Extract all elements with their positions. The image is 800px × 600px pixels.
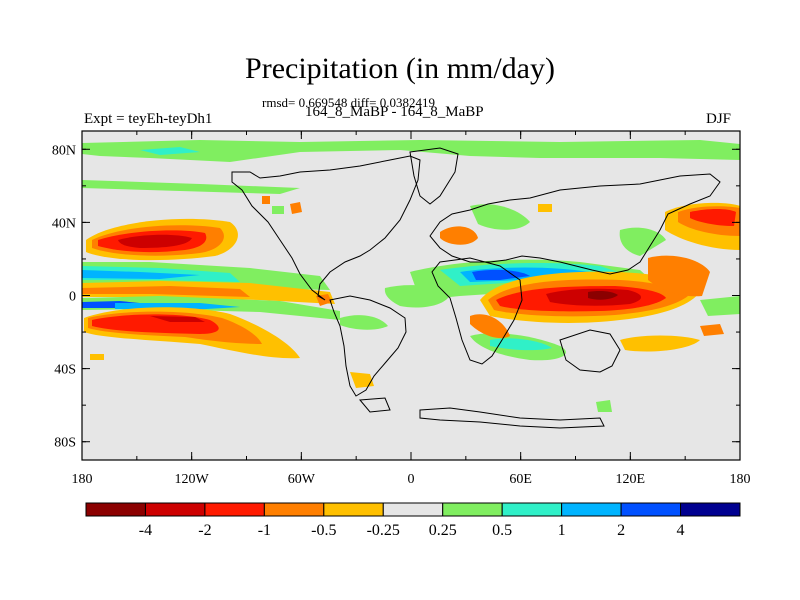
colorbar-swatch bbox=[263, 502, 325, 517]
lat-label: 40N bbox=[52, 216, 76, 231]
coast-africa bbox=[431, 257, 523, 365]
lon-label: 120W bbox=[175, 472, 210, 487]
dry-madagascar-outer bbox=[470, 314, 510, 339]
coast-north-america bbox=[231, 155, 421, 301]
colorbar-label: 0.5 bbox=[492, 522, 512, 539]
wet-band-arctic bbox=[82, 140, 740, 162]
map-axes: 80N 40N 0 40S 80S 180 120W 60W 0 60E 120E 180 bbox=[52, 131, 751, 487]
wet-south-atlantic bbox=[340, 315, 388, 330]
lon-label: 60E bbox=[509, 472, 532, 487]
anomaly-field bbox=[82, 140, 740, 412]
colorbar-label: -4 bbox=[139, 522, 152, 539]
dry-mediterranean-outer bbox=[440, 226, 478, 245]
dry-europe bbox=[538, 204, 552, 212]
lon-label: 0 bbox=[408, 472, 415, 487]
colorbar-swatch bbox=[620, 502, 682, 517]
lon-label: 120E bbox=[616, 472, 646, 487]
colorbar-label: 2 bbox=[617, 522, 625, 539]
colorbar-swatch bbox=[204, 502, 265, 517]
dry-australia-east bbox=[700, 324, 724, 336]
lat-label: 0 bbox=[69, 290, 76, 305]
experiment-label: Expt = teyEh-teyDh1 bbox=[84, 111, 213, 127]
coast-antarctic-peninsula bbox=[358, 397, 391, 413]
wet-southern-ocean bbox=[596, 400, 612, 412]
dry-south-indian bbox=[620, 335, 700, 352]
dry-south-pacific-core bbox=[150, 316, 205, 322]
wet-north-america bbox=[272, 206, 284, 214]
colorbar-swatch bbox=[442, 502, 503, 517]
lon-label: 180 bbox=[72, 472, 93, 487]
coast-greenland bbox=[409, 147, 459, 205]
coastlines bbox=[231, 147, 721, 429]
wet-band-arctic-light bbox=[140, 147, 200, 155]
coast-australia bbox=[559, 329, 621, 373]
colorbar-swatch bbox=[85, 502, 146, 517]
equatorial-pacific-dry-inner bbox=[82, 286, 250, 297]
colorbar: -4 -2 -1 -0.5 -0.25 0.25 0.5 1 2 4 bbox=[85, 502, 741, 539]
dry-northwest-pacific-core bbox=[690, 209, 736, 226]
lon-label: 60W bbox=[288, 472, 316, 487]
dry-southern-small bbox=[90, 354, 104, 360]
dry-south-america bbox=[350, 372, 374, 388]
wet-south-pacific-east bbox=[700, 296, 740, 316]
colorbar-swatch bbox=[323, 502, 384, 517]
colorbar-label: 4 bbox=[677, 522, 685, 539]
lat-label: 40S bbox=[54, 363, 76, 378]
colorbar-label: 0.25 bbox=[429, 522, 457, 539]
colorbar-swatch bbox=[680, 502, 741, 517]
dry-north-america-2 bbox=[290, 202, 302, 214]
wet-streak-north bbox=[82, 180, 300, 194]
colorbar-swatch bbox=[501, 502, 563, 517]
colorbar-swatch bbox=[144, 502, 206, 517]
colorbar-label: -0.5 bbox=[311, 522, 336, 539]
dry-north-pacific-core bbox=[118, 234, 192, 248]
colorbar-label: -2 bbox=[198, 522, 211, 539]
colorbar-swatch bbox=[561, 502, 622, 517]
dry-indo-pacific-peak bbox=[588, 291, 618, 300]
coast-antarctic bbox=[419, 407, 605, 429]
coast-south-america bbox=[329, 295, 407, 397]
lat-label: 80N bbox=[52, 143, 76, 158]
colorbar-label: 1 bbox=[558, 522, 566, 539]
wet-north-pacific-strong bbox=[82, 270, 200, 279]
stats-line: rmsd= 0.669548 diff= 0.0382419 bbox=[262, 95, 435, 110]
season-label: DJF bbox=[706, 111, 732, 127]
colorbar-swatch bbox=[382, 502, 444, 517]
dry-north-america bbox=[262, 196, 270, 204]
wet-africa-band-core bbox=[472, 269, 530, 280]
plot-title: Precipitation (in mm/day) bbox=[245, 52, 555, 85]
wet-east-asia bbox=[619, 227, 666, 256]
coast-europe-asia bbox=[429, 173, 721, 275]
wet-south-africa-mid bbox=[490, 338, 552, 351]
lat-label: 80S bbox=[54, 436, 76, 451]
dry-west-pacific-outer bbox=[648, 255, 710, 297]
wet-eurasia-north bbox=[470, 204, 530, 230]
colorbar-label: -1 bbox=[258, 522, 271, 539]
colorbar-label: -0.25 bbox=[367, 522, 400, 539]
run-label: 164_8_MaBP - 164_8_MaBP bbox=[305, 104, 484, 120]
lon-label: 180 bbox=[730, 472, 751, 487]
